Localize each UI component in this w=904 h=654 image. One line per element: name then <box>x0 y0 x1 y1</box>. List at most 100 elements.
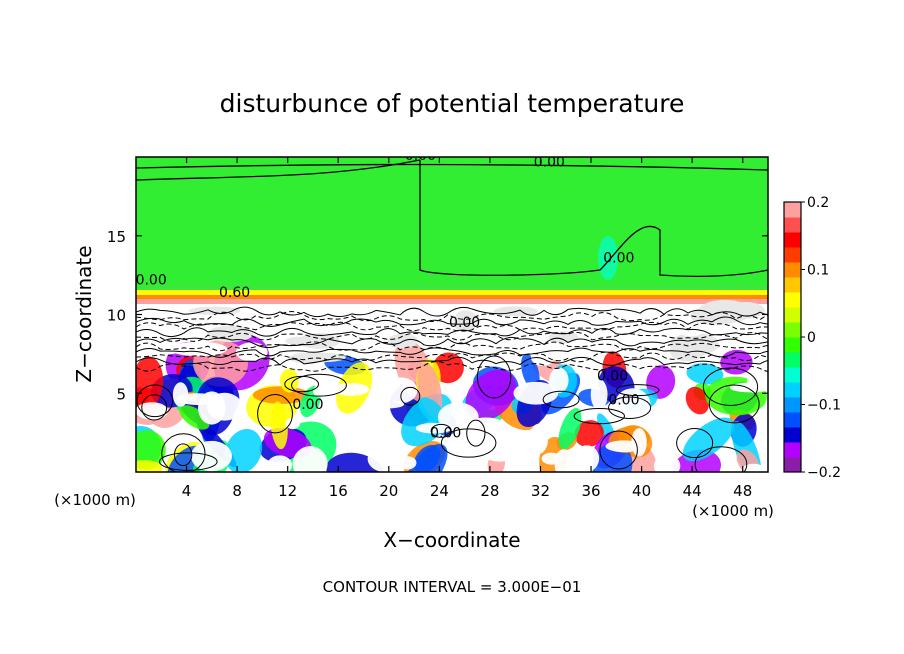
colorbar-swatch-12 <box>784 277 801 293</box>
colorbar: 0.2 0.1 0 −0.1 −0.2 <box>783 195 841 481</box>
x-tick-label-6: 28 <box>480 482 499 500</box>
contour-line <box>136 361 768 372</box>
contour-line <box>476 355 512 399</box>
colorbar-swatch-0 <box>784 457 801 473</box>
field-blob <box>170 341 228 357</box>
colorbar-swatch-17 <box>784 202 801 218</box>
contour-line <box>161 433 206 472</box>
chart-title: disturbunce of potential temperature <box>220 89 685 118</box>
colorbar-swatch-4 <box>784 397 801 413</box>
field-blob <box>513 381 559 405</box>
contour-line <box>599 430 638 470</box>
colorbar-tick-label-4: −0.2 <box>807 465 841 481</box>
colorbar-swatch-3 <box>784 412 801 428</box>
field-blob <box>529 423 549 454</box>
field-blob <box>335 413 351 439</box>
contour-line <box>466 419 486 447</box>
colorbar-swatch-15 <box>784 232 801 248</box>
contour-label-9: 0.00 <box>608 392 639 408</box>
y-tick-label-1: 10 <box>107 307 126 325</box>
contour-line <box>440 428 497 458</box>
contour-label-7: 0.00 <box>430 425 461 441</box>
upper-layer <box>136 157 768 285</box>
contour-line <box>136 341 768 352</box>
colorbar-tick-label-2: 0 <box>807 330 816 346</box>
contour-label-8: 0.00 <box>597 369 628 385</box>
field-blob <box>292 446 328 472</box>
x-unit-right: (×1000 m) <box>692 502 774 520</box>
x-tick-label-5: 24 <box>430 482 449 500</box>
contour-line <box>136 336 768 348</box>
contour-line <box>136 356 768 366</box>
colorbar-swatch-5 <box>784 382 801 398</box>
field-blob <box>224 428 263 472</box>
field-blob <box>384 377 418 404</box>
x-tick-label-9: 40 <box>632 482 651 500</box>
contour-line <box>173 443 193 467</box>
plot-area: 0.00 0.00 0.00 0.00 0.60 0.00 0.00 0.00 0.00 0.00 <box>136 148 768 472</box>
contour-line <box>136 327 768 338</box>
field-blob <box>267 455 293 472</box>
x-tick-label-0: 4 <box>182 482 192 500</box>
contour-line <box>615 384 660 397</box>
contour-label-2: 0.00 <box>603 251 634 267</box>
contour-lines <box>136 159 768 472</box>
contour-line <box>136 351 768 363</box>
contour-line <box>291 373 347 397</box>
field-blob <box>136 402 169 420</box>
contour-label-5: 0.00 <box>449 315 480 331</box>
contour-line <box>608 396 652 419</box>
field-blob <box>179 405 210 430</box>
colorbar-swatch-8 <box>784 337 801 353</box>
x-tick-label-10: 44 <box>683 482 702 500</box>
colorbar-swatch-14 <box>784 247 801 263</box>
contour-line <box>141 394 168 421</box>
field-blob <box>590 378 608 410</box>
y-tick-label-0: 5 <box>116 385 126 403</box>
contour-line <box>136 159 768 278</box>
contour-label-0: 0.00 <box>405 148 436 164</box>
field-blob <box>554 449 574 472</box>
contour-line <box>430 423 452 438</box>
x-tick-label-11: 48 <box>733 482 752 500</box>
y-axis: 5 10 15 <box>107 228 768 403</box>
field-blob <box>685 386 710 415</box>
y-tick-label-2: 15 <box>107 228 126 246</box>
field-blob <box>646 365 676 399</box>
contour-line <box>136 316 768 327</box>
x-tick-label-2: 12 <box>278 482 297 500</box>
field-blob <box>207 392 243 421</box>
contour-label-1: 0.00 <box>534 154 565 170</box>
colorbar-tick-label-3: −0.1 <box>807 398 841 414</box>
colorbar-swatch-11 <box>784 292 801 308</box>
colorbar-swatch-6 <box>784 367 801 383</box>
field-blob <box>548 331 579 344</box>
field-blob <box>136 430 166 471</box>
x-axis: 4 8 12 16 20 24 28 32 36 40 44 48 <box>182 157 752 500</box>
field-blob <box>574 420 604 448</box>
contour-line <box>136 163 768 171</box>
contour-line <box>159 452 218 471</box>
x-tick-label-4: 20 <box>379 482 398 500</box>
field-blob <box>669 425 693 438</box>
x-tick-label-7: 32 <box>531 482 550 500</box>
field-blob <box>413 444 441 472</box>
field-blob <box>729 382 768 393</box>
warm-band <box>136 290 768 295</box>
field-blob <box>574 445 600 472</box>
x-axis-label: X−coordinate <box>383 528 520 552</box>
contour-line <box>676 427 714 459</box>
colorbar-swatch-9 <box>784 322 801 338</box>
colorbar-swatch-7 <box>784 352 801 368</box>
field-blob <box>332 382 370 396</box>
field-blob <box>270 401 288 450</box>
field-blob <box>549 367 569 393</box>
contour-interval: CONTOUR INTERVAL = 3.000E−01 <box>323 578 582 596</box>
field-blob <box>680 326 703 337</box>
field-blob <box>279 368 299 393</box>
field-blob <box>672 449 721 472</box>
field-blob <box>742 463 765 472</box>
x-tick-label-3: 16 <box>329 482 348 500</box>
field-blob <box>285 417 300 430</box>
